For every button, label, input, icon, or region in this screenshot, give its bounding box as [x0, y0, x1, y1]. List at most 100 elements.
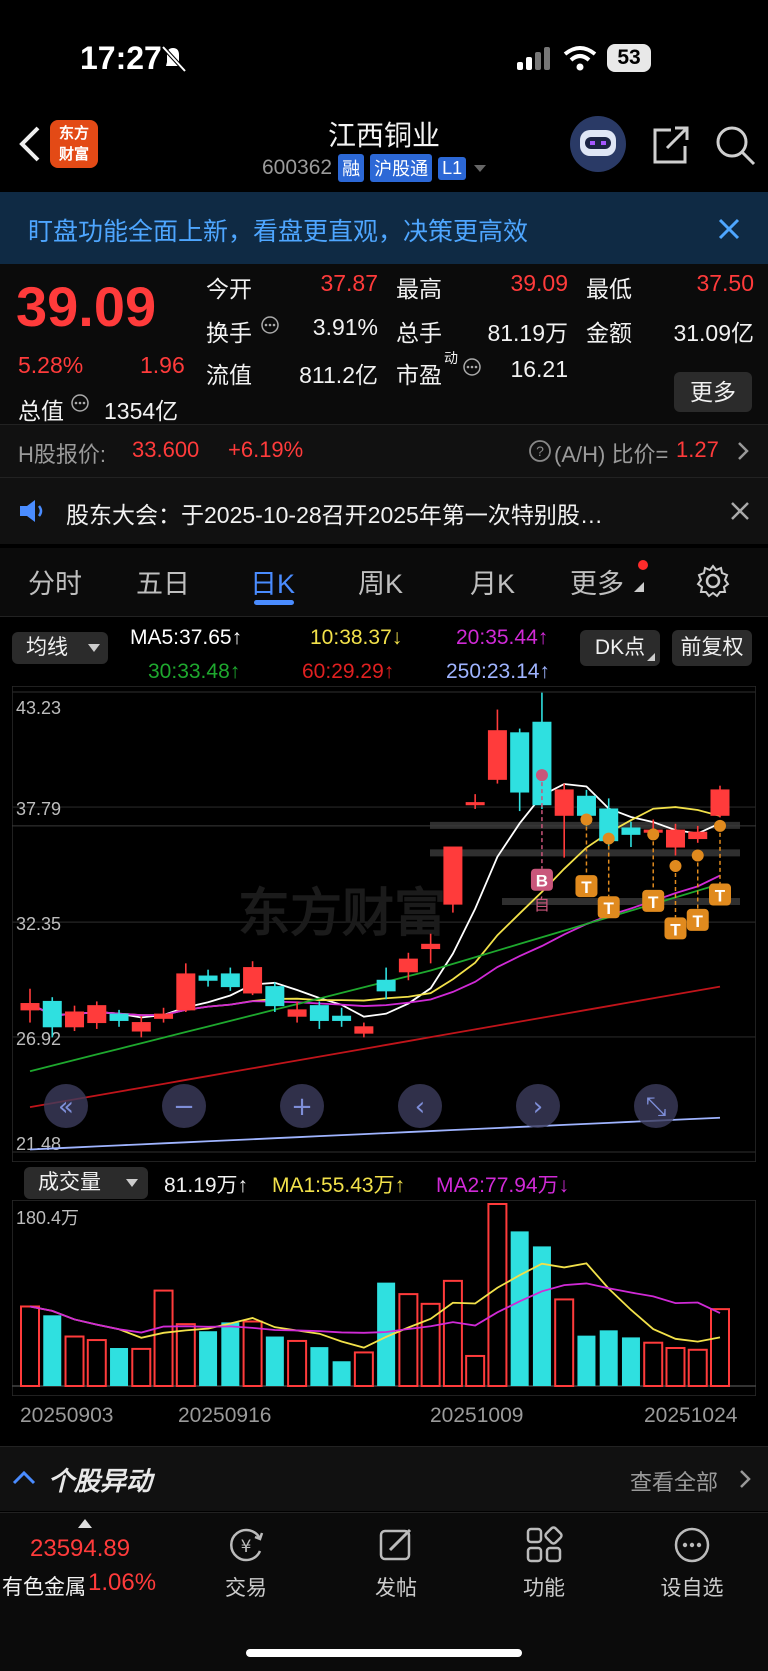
marker-label: T	[648, 893, 659, 912]
speaker-icon	[20, 500, 43, 522]
tab-more[interactable]: 更多	[570, 569, 624, 599]
marker-label: T	[670, 920, 681, 939]
volume-indicator-selector[interactable]: 成交量	[24, 1167, 148, 1199]
stock-name: 江西铜业	[327, 120, 440, 151]
status-time: 17:27	[80, 40, 162, 76]
dk-point-button[interactable]: DK点	[580, 630, 660, 666]
robot-assistant-icon[interactable]	[570, 116, 626, 172]
nav-trade[interactable]: ¥ 交易	[206, 1525, 286, 1602]
sector-index-value[interactable]: 23594.89	[30, 1535, 131, 1562]
nav-watchlist-label: 设自选	[660, 1577, 724, 1600]
y-axis-label: 43.23	[16, 698, 61, 718]
volume-selector-label: 成交量	[38, 1171, 101, 1194]
marker-dot	[535, 769, 548, 782]
price-change-pct: 5.28%	[18, 352, 84, 378]
corner-triangle-icon	[647, 653, 655, 661]
rewind-icon[interactable]	[44, 1084, 88, 1128]
chevron-up-icon[interactable]	[12, 1469, 36, 1485]
volume-ma1-line	[29, 1262, 721, 1349]
volume-bar	[353, 1351, 374, 1387]
notice-bar[interactable]: 股东大会：于2025-10-28召开2025年第一次特别股…	[0, 478, 768, 544]
turnover-value: 3.91%	[312, 314, 378, 340]
indicator-selector[interactable]: 均线	[12, 632, 108, 664]
home-indicator	[246, 1649, 522, 1657]
candle-body	[198, 975, 218, 981]
marker-dot	[647, 828, 660, 841]
volume-bar	[64, 1335, 85, 1388]
h-share-row[interactable]: H股报价: 33.600 +6.19% ? (A/H) 比价= 1.27	[0, 424, 768, 478]
watermark-logo: 东方财富	[238, 885, 446, 943]
view-all-link[interactable]: 查看全部	[630, 1470, 719, 1495]
chevron-right-icon	[738, 442, 749, 460]
adjust-mode-button[interactable]: 前复权	[672, 630, 752, 666]
tab-weekly-k[interactable]: 周K	[358, 569, 404, 599]
nav-functions[interactable]: 功能	[504, 1525, 584, 1602]
nav-watchlist[interactable]: 设自选	[652, 1525, 732, 1602]
volume-bar	[287, 1339, 308, 1387]
info-dots-icon[interactable]	[260, 315, 280, 335]
volume-ma2-line	[29, 1282, 721, 1334]
y-axis-label: 26.92	[16, 1029, 61, 1049]
volume-bar	[175, 1323, 196, 1388]
info-dots-icon[interactable]	[462, 357, 482, 377]
volume-bar	[487, 1203, 508, 1387]
marker-dot	[669, 860, 682, 873]
notification-dot	[638, 560, 648, 570]
pan-right-icon[interactable]	[516, 1084, 560, 1128]
close-icon[interactable]	[718, 218, 740, 240]
close-icon[interactable]	[730, 501, 750, 521]
tab-intraday[interactable]: 分时	[28, 569, 82, 599]
svg-text:?: ?	[536, 443, 544, 459]
stock-code-row[interactable]: 600362 融 沪股通 L1	[262, 154, 488, 182]
more-button[interactable]: 更多	[674, 372, 752, 412]
volume-bar	[332, 1361, 351, 1386]
open-label: 今开	[206, 276, 252, 302]
y-axis-label: 37.79	[16, 799, 61, 819]
stock-movement-section[interactable]: 个股异动 查看全部	[0, 1446, 768, 1511]
marker-box	[530, 868, 553, 891]
pan-left-icon[interactable]	[398, 1084, 442, 1128]
low-value: 37.50	[696, 270, 754, 296]
candle-body	[576, 795, 596, 816]
battery-level: 53	[617, 46, 641, 69]
tab-daily-k[interactable]: 日K	[250, 569, 296, 599]
logo-line-1: 东方	[58, 125, 89, 142]
marker-box	[664, 917, 687, 940]
settings-gear-icon[interactable]	[696, 564, 730, 598]
candle-body	[65, 1011, 85, 1028]
volume-bar	[599, 1330, 618, 1386]
fullscreen-icon[interactable]	[634, 1084, 678, 1128]
candle-body	[287, 1009, 307, 1017]
volume-bar	[687, 1348, 708, 1388]
sector-name[interactable]: 有色金属	[2, 1576, 86, 1599]
stock-header: 东方 财富 江西铜业 600362 融 沪股通 L1	[0, 110, 768, 192]
help-icon[interactable]: ?	[528, 439, 552, 463]
y-axis-label: 21.48	[16, 1134, 61, 1154]
zoom-in-icon[interactable]	[280, 1084, 324, 1128]
share-icon[interactable]	[649, 124, 691, 166]
ma30-line	[29, 883, 721, 1073]
candle-body	[710, 789, 730, 816]
candle-body	[421, 943, 441, 950]
app-logo[interactable]: 东方 财富	[50, 120, 98, 168]
search-icon[interactable]	[714, 124, 758, 168]
info-dots-icon[interactable]	[70, 393, 90, 413]
zoom-out-icon[interactable]	[162, 1084, 206, 1128]
marker-dot	[580, 813, 593, 826]
volume-ma1: MA1:55.43万↑	[272, 1174, 406, 1197]
turnover-label: 换手	[206, 320, 252, 346]
nav-post[interactable]: 发帖	[356, 1525, 436, 1602]
logo-line-2: 财富	[58, 146, 89, 163]
volume-bar	[510, 1231, 529, 1386]
feature-banner[interactable]: 盯盘功能全面上新，看盘更直观，决策更高效	[0, 192, 768, 264]
volume-bar	[153, 1289, 174, 1387]
tab-monthly-k[interactable]: 月K	[470, 569, 516, 599]
mute-bell-icon	[161, 45, 187, 73]
back-arrow-icon[interactable]	[14, 124, 44, 164]
ma5-value: MA5:37.65↑	[130, 626, 243, 649]
margin-badge: 融	[338, 154, 365, 182]
volume-chart[interactable]: 180.4万	[12, 1200, 756, 1396]
tab-five-day[interactable]: 五日	[136, 569, 190, 599]
cellular-signal-icon	[517, 47, 550, 70]
